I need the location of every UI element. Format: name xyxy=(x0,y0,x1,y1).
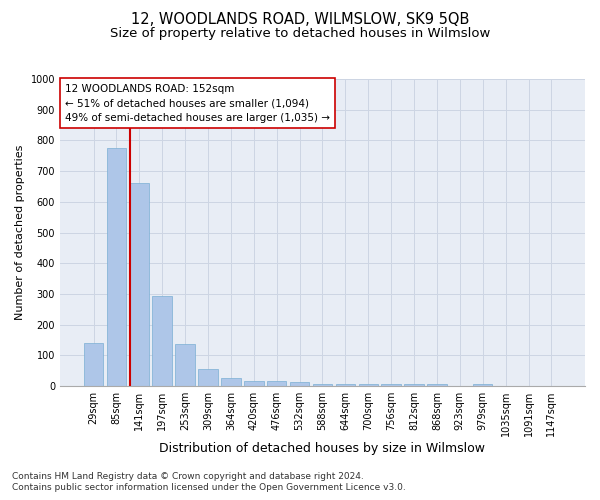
Bar xyxy=(84,343,103,386)
Text: 12 WOODLANDS ROAD: 152sqm
← 51% of detached houses are smaller (1,094)
49% of se: 12 WOODLANDS ROAD: 152sqm ← 51% of detac… xyxy=(65,84,330,123)
Bar xyxy=(313,384,332,386)
Bar xyxy=(130,184,149,386)
Text: Contains public sector information licensed under the Open Government Licence v3: Contains public sector information licen… xyxy=(12,483,406,492)
Bar xyxy=(473,384,493,386)
X-axis label: Distribution of detached houses by size in Wilmslow: Distribution of detached houses by size … xyxy=(160,442,485,455)
Bar xyxy=(221,378,241,386)
Bar xyxy=(290,382,309,386)
Bar xyxy=(152,296,172,386)
Bar xyxy=(359,384,378,386)
Bar xyxy=(267,380,286,386)
Text: Contains HM Land Registry data © Crown copyright and database right 2024.: Contains HM Land Registry data © Crown c… xyxy=(12,472,364,481)
Bar xyxy=(244,380,263,386)
Y-axis label: Number of detached properties: Number of detached properties xyxy=(15,145,25,320)
Bar xyxy=(427,384,446,386)
Bar xyxy=(382,384,401,386)
Bar xyxy=(107,148,126,386)
Bar xyxy=(404,384,424,386)
Text: 12, WOODLANDS ROAD, WILMSLOW, SK9 5QB: 12, WOODLANDS ROAD, WILMSLOW, SK9 5QB xyxy=(131,12,469,28)
Bar xyxy=(335,384,355,386)
Text: Size of property relative to detached houses in Wilmslow: Size of property relative to detached ho… xyxy=(110,28,490,40)
Bar xyxy=(198,370,218,386)
Bar xyxy=(175,344,195,386)
